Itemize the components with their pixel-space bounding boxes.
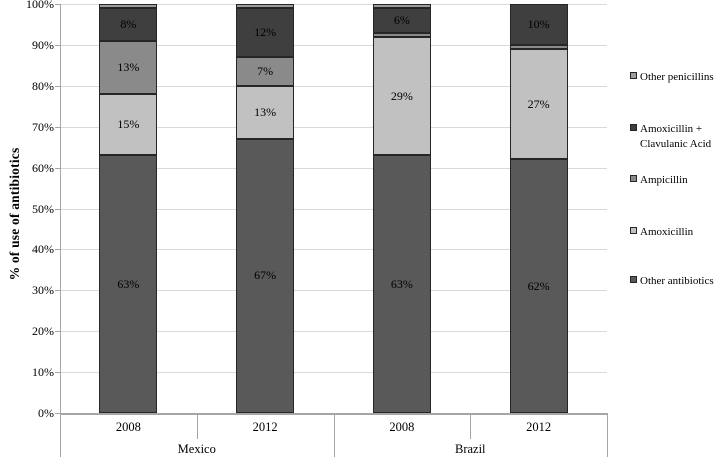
y-axis-tick-label: 40% [32, 242, 54, 257]
y-axis-tick-label: 100% [26, 0, 54, 11]
y-axis-tick [55, 4, 60, 5]
y-axis-tick-label: 0% [38, 406, 54, 420]
year-divider-line [470, 413, 472, 439]
gridline [60, 167, 607, 169]
y-axis-tick-label: 30% [32, 283, 54, 298]
gridline [60, 126, 607, 128]
x-axis-year-label: 2012 [526, 420, 552, 434]
group-boundary-line [607, 413, 608, 457]
y-axis-tick [55, 249, 60, 251]
segment-ampicillin: 7% [236, 57, 295, 86]
x-axis-group-label: Mexico [177, 442, 216, 456]
legend-label: Amoxicillin + Clavulanic Acid [640, 123, 712, 150]
y-axis-tick [55, 126, 60, 128]
segment-amoxicillin: 15% [99, 94, 158, 156]
y-axis-tick [55, 290, 60, 292]
legend-item-amoxicillin: Amoxicillin [630, 225, 720, 240]
y-axis-tick-label: 70% [32, 119, 54, 134]
segment-amoxicillin-clavulanic-acid: 12% [236, 8, 295, 58]
legend-item-ampicillin: Ampicillin [630, 173, 720, 188]
y-axis-tick-label: 10% [32, 365, 54, 380]
segment-ampicillin: 13% [99, 40, 158, 94]
legend-swatch-icon [630, 175, 637, 182]
legend-item-amoxicillin-clavulanic-acid: Amoxicillin + Clavulanic Acid [630, 122, 720, 151]
group-boundary-line [333, 413, 335, 457]
segment-other-antibiotics: 63% [99, 155, 158, 413]
y-axis-tick-label: 60% [32, 160, 54, 175]
segment-other-penicillins [236, 4, 295, 9]
y-axis-tick [55, 413, 60, 414]
segment-ampicillin [509, 44, 568, 49]
y-axis-tick-label: 20% [32, 324, 54, 339]
y-axis-tick [55, 44, 60, 46]
segment-amoxicillin-clavulanic-acid: 10% [509, 4, 568, 45]
legend-swatch-icon [630, 72, 637, 79]
y-axis-tick [55, 167, 60, 169]
segment-amoxicillin-clavulanic-acid: 6% [372, 8, 431, 33]
y-axis-tick [55, 372, 60, 374]
y-axis-tick [55, 331, 60, 333]
gridline [60, 85, 607, 87]
gridline [60, 249, 607, 251]
legend-swatch-icon [630, 124, 637, 131]
y-axis-tick-label: 80% [32, 78, 54, 93]
legend-item-other-penicillins: Other penicillins [630, 70, 720, 85]
y-axis-tick-label: 90% [32, 37, 54, 52]
year-divider-line [196, 413, 198, 439]
gridline [60, 331, 607, 333]
segment-other-antibiotics: 62% [509, 159, 568, 413]
segment-other-antibiotics: 67% [236, 138, 295, 413]
segment-other-penicillins [372, 4, 431, 9]
legend-label: Amoxicillin [640, 226, 694, 238]
legend-label: Ampicillin [640, 174, 688, 186]
segment-other-antibiotics: 63% [372, 155, 431, 413]
bar-mexico-2012: 67% 13% 7% 12% [236, 4, 295, 413]
legend-label: Other penicillins [640, 71, 714, 83]
segment-amoxicillin: 13% [236, 85, 295, 139]
legend-label: Other antibiotics [640, 275, 714, 287]
segment-amoxicillin-clavulanic-acid: 8% [99, 8, 158, 41]
gridline [60, 4, 607, 5]
gridline [60, 290, 607, 292]
gridline [60, 372, 607, 374]
y-axis-tick [55, 208, 60, 210]
y-axis-tick-label: 50% [32, 201, 54, 216]
x-axis-group-label: Brazil [454, 442, 486, 456]
bar-brazil-2012: 62% 27% 10% [509, 4, 568, 413]
bar-mexico-2008: 63% 15% 13% 8% [99, 4, 158, 413]
x-axis-year-label: 2012 [252, 420, 278, 434]
gridline [60, 208, 607, 210]
y-axis-line [60, 4, 61, 413]
segment-amoxicillin: 29% [372, 36, 431, 156]
group-boundary-line [60, 413, 61, 457]
legend-swatch-icon [630, 227, 637, 234]
y-axis-tick [55, 85, 60, 87]
segment-other-penicillins [99, 4, 158, 9]
legend-swatch-icon [630, 276, 637, 283]
legend-item-other-antibiotics: Other antibiotics [630, 274, 720, 289]
gridline [60, 44, 607, 46]
x-axis-year-label: 2008 [389, 420, 415, 434]
x-axis-year-label: 2008 [115, 420, 141, 434]
segment-amoxicillin: 27% [509, 49, 568, 160]
bar-brazil-2008: 63% 29% 6% [372, 4, 431, 413]
segment-ampicillin [372, 32, 431, 37]
